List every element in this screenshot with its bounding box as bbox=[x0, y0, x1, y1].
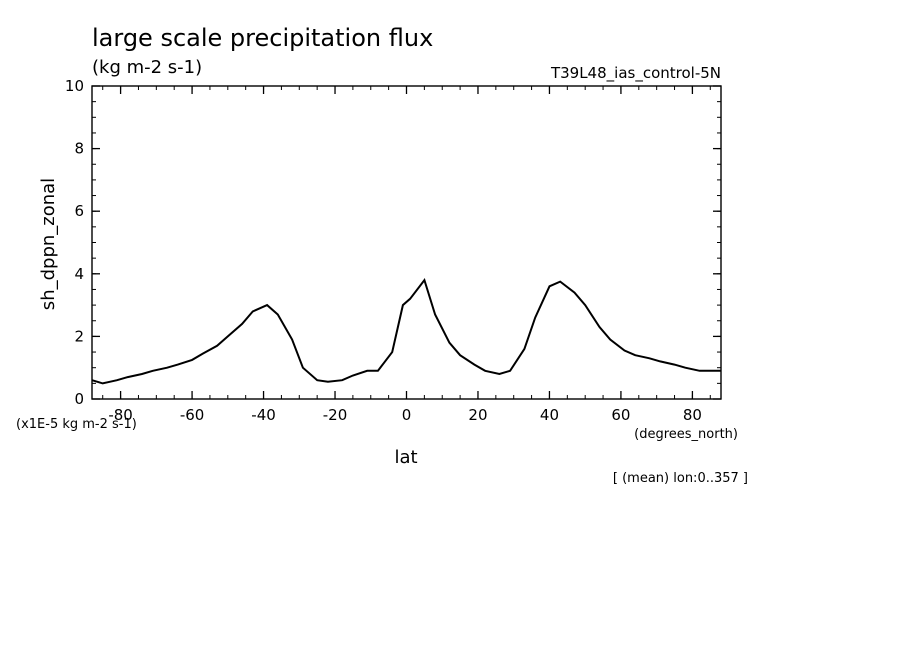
x-tick-labels: -80 -60 -40 -20 0 20 40 60 80 bbox=[108, 406, 702, 424]
series-line bbox=[91, 277, 721, 385]
x-axis-label: lat bbox=[394, 447, 417, 468]
y-tick-label: 4 bbox=[74, 265, 84, 283]
y-tick-label: 10 bbox=[65, 77, 84, 95]
x-units-note: (degrees_north) bbox=[634, 427, 738, 442]
x-tick-label: 40 bbox=[540, 406, 559, 424]
x-tick-label: -60 bbox=[180, 406, 205, 424]
y-tick-label: 8 bbox=[74, 140, 84, 158]
x-tick-label: -80 bbox=[108, 406, 133, 424]
x-tick-label: 0 bbox=[402, 406, 412, 424]
chart-units: (kg m-2 s-1) bbox=[92, 57, 202, 78]
y-axis-label: sh_dppn_zonal bbox=[38, 178, 59, 310]
chart-title: large scale precipitation flux bbox=[92, 24, 433, 52]
y-tick-label: 2 bbox=[74, 327, 84, 345]
y-tick-label: 0 bbox=[74, 390, 84, 408]
run-name: T39L48_ias_control-5N bbox=[550, 64, 721, 83]
mean-note: [ (mean) lon:0..357 ] bbox=[613, 471, 748, 486]
x-tick-label: 60 bbox=[611, 406, 630, 424]
x-tick-label: 20 bbox=[468, 406, 487, 424]
y-tick-labels: 0 2 4 6 8 10 bbox=[65, 77, 84, 408]
x-tick-label: 80 bbox=[683, 406, 702, 424]
y-tick-label: 6 bbox=[74, 202, 84, 220]
x-tick-label: -40 bbox=[251, 406, 276, 424]
x-tick-label: -20 bbox=[323, 406, 348, 424]
scale-note: (x1E-5 kg m-2 s-1) bbox=[16, 417, 137, 432]
major-ticks bbox=[92, 85, 721, 400]
